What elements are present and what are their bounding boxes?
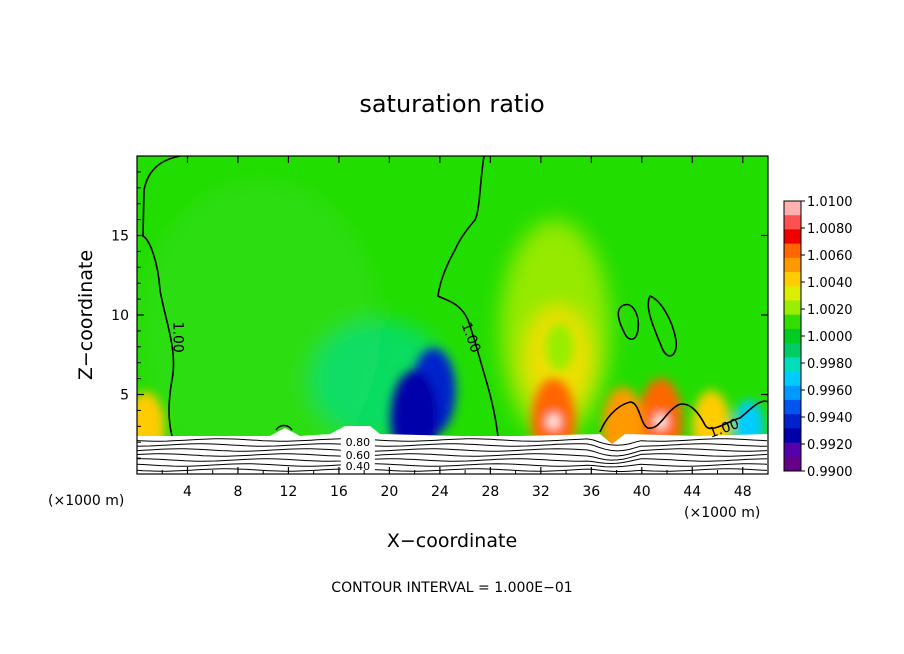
x-tick-label-6: 28 <box>481 484 499 500</box>
x-tick-label-4: 20 <box>380 484 398 500</box>
anomaly-3 <box>545 322 574 371</box>
colorbar-label-10: 0.9900 <box>807 465 853 480</box>
x-axis-ticks: 4 8 12 16 20 24 28 32 36 40 44 48 <box>161 156 752 500</box>
colorbar-label-3: 1.0040 <box>807 276 853 291</box>
contour-label-bg-3 <box>340 436 375 449</box>
y-axis-ticks: 5 10 15 <box>111 171 768 459</box>
x-tick-label-0: 4 <box>183 484 192 500</box>
colorbar-swatch-8 <box>784 314 801 330</box>
colorbar-swatch-10 <box>784 343 801 358</box>
anomaly-core-2 <box>547 414 560 429</box>
colorbar: 1.0100 1.0080 1.0060 1.0040 1.0020 1.0000 0.99… <box>783 195 853 480</box>
x-tick-label-11: 48 <box>734 484 752 500</box>
contour-label-3: 0.80 <box>346 436 371 449</box>
terrain-contour-4 <box>137 458 768 465</box>
chart-title: saturation ratio <box>359 90 544 118</box>
colorbar-label-6: 0.9980 <box>807 357 853 372</box>
x-axis-label: X−coordinate <box>387 530 517 552</box>
x-tick-label-8: 36 <box>582 484 600 500</box>
contour-left <box>142 156 181 437</box>
y-tick-label-1: 10 <box>111 308 129 324</box>
contour-small-bump <box>275 424 293 431</box>
colorbar-swatch-14 <box>784 399 801 415</box>
colorbar-swatch-3 <box>784 243 801 259</box>
x-tick-label-9: 40 <box>633 484 651 500</box>
colorbar-swatch-6 <box>784 286 801 301</box>
colorbar-label-9: 0.9920 <box>807 438 853 453</box>
x-tick-label-7: 32 <box>532 484 550 500</box>
terrain-mask <box>137 426 768 474</box>
colorbar-swatch-2 <box>784 229 801 245</box>
terrain-contour-6 <box>137 468 768 472</box>
colorbar-swatch-16 <box>784 428 801 444</box>
colorbar-label-5: 1.0000 <box>807 330 853 345</box>
terrain-contour-5 <box>137 463 768 468</box>
colorbar-swatch-17 <box>784 442 801 458</box>
colorbar-label-8: 0.9940 <box>807 411 853 426</box>
colorbar-swatch-12 <box>784 371 801 387</box>
contour-loop-a <box>617 303 640 341</box>
colorbar-swatch-5 <box>784 272 801 287</box>
x-tick-label-5: 24 <box>431 484 449 500</box>
colorbar-swatch-9 <box>784 328 801 344</box>
colorbar-swatch-18 <box>784 456 801 472</box>
plot-area: 1.00 1.001.000.800.600.40 <box>137 156 768 474</box>
x-tick-label-2: 12 <box>280 484 298 500</box>
y-tick-label-0: 5 <box>120 388 129 404</box>
contour-label-bg-4 <box>340 448 375 461</box>
colorbar-swatch-0 <box>784 201 801 216</box>
colorbar-label-2: 1.0060 <box>807 249 853 264</box>
terrain-contour-0 <box>137 438 768 446</box>
terrain-contour-2 <box>137 448 768 457</box>
contour-label-bg-5 <box>340 460 375 473</box>
colorbar-label-1: 1.0080 <box>807 222 853 237</box>
colorbar-swatch-7 <box>784 300 801 316</box>
y-tick-label-2: 15 <box>111 229 129 245</box>
terrain-contours <box>137 438 768 472</box>
x-unit-left: (×1000 m) <box>48 493 124 509</box>
x-tick-label-3: 16 <box>330 484 348 500</box>
contour-label-0: 1.00 <box>170 322 186 353</box>
colorbar-swatch-4 <box>784 257 801 273</box>
colorbar-label-0: 1.0100 <box>807 195 853 210</box>
colorbar-label-4: 1.0020 <box>807 303 853 318</box>
contour-interval-footer: CONTOUR INTERVAL = 1.000E−01 <box>331 580 572 596</box>
contour-middle <box>437 156 499 437</box>
contour-label-5: 0.40 <box>346 460 371 473</box>
x-tick-label-1: 8 <box>233 484 242 500</box>
terrain-contour-1 <box>137 443 767 452</box>
contour-loop-b <box>647 294 678 357</box>
colorbar-label-7: 0.9960 <box>807 384 853 399</box>
x-tick-label-10: 44 <box>683 484 701 500</box>
contour-right <box>599 400 768 433</box>
colorbar-swatch-13 <box>784 385 801 401</box>
colorbar-swatch-11 <box>784 357 801 373</box>
contour-label-4: 0.60 <box>346 449 371 462</box>
colorbar-swatch-15 <box>784 414 801 429</box>
x-unit-right: (×1000 m) <box>684 505 760 521</box>
colorbar-swatch-1 <box>784 215 801 230</box>
y-axis-label: Z−coordinate <box>75 250 97 380</box>
terrain-contour-3 <box>137 453 768 461</box>
